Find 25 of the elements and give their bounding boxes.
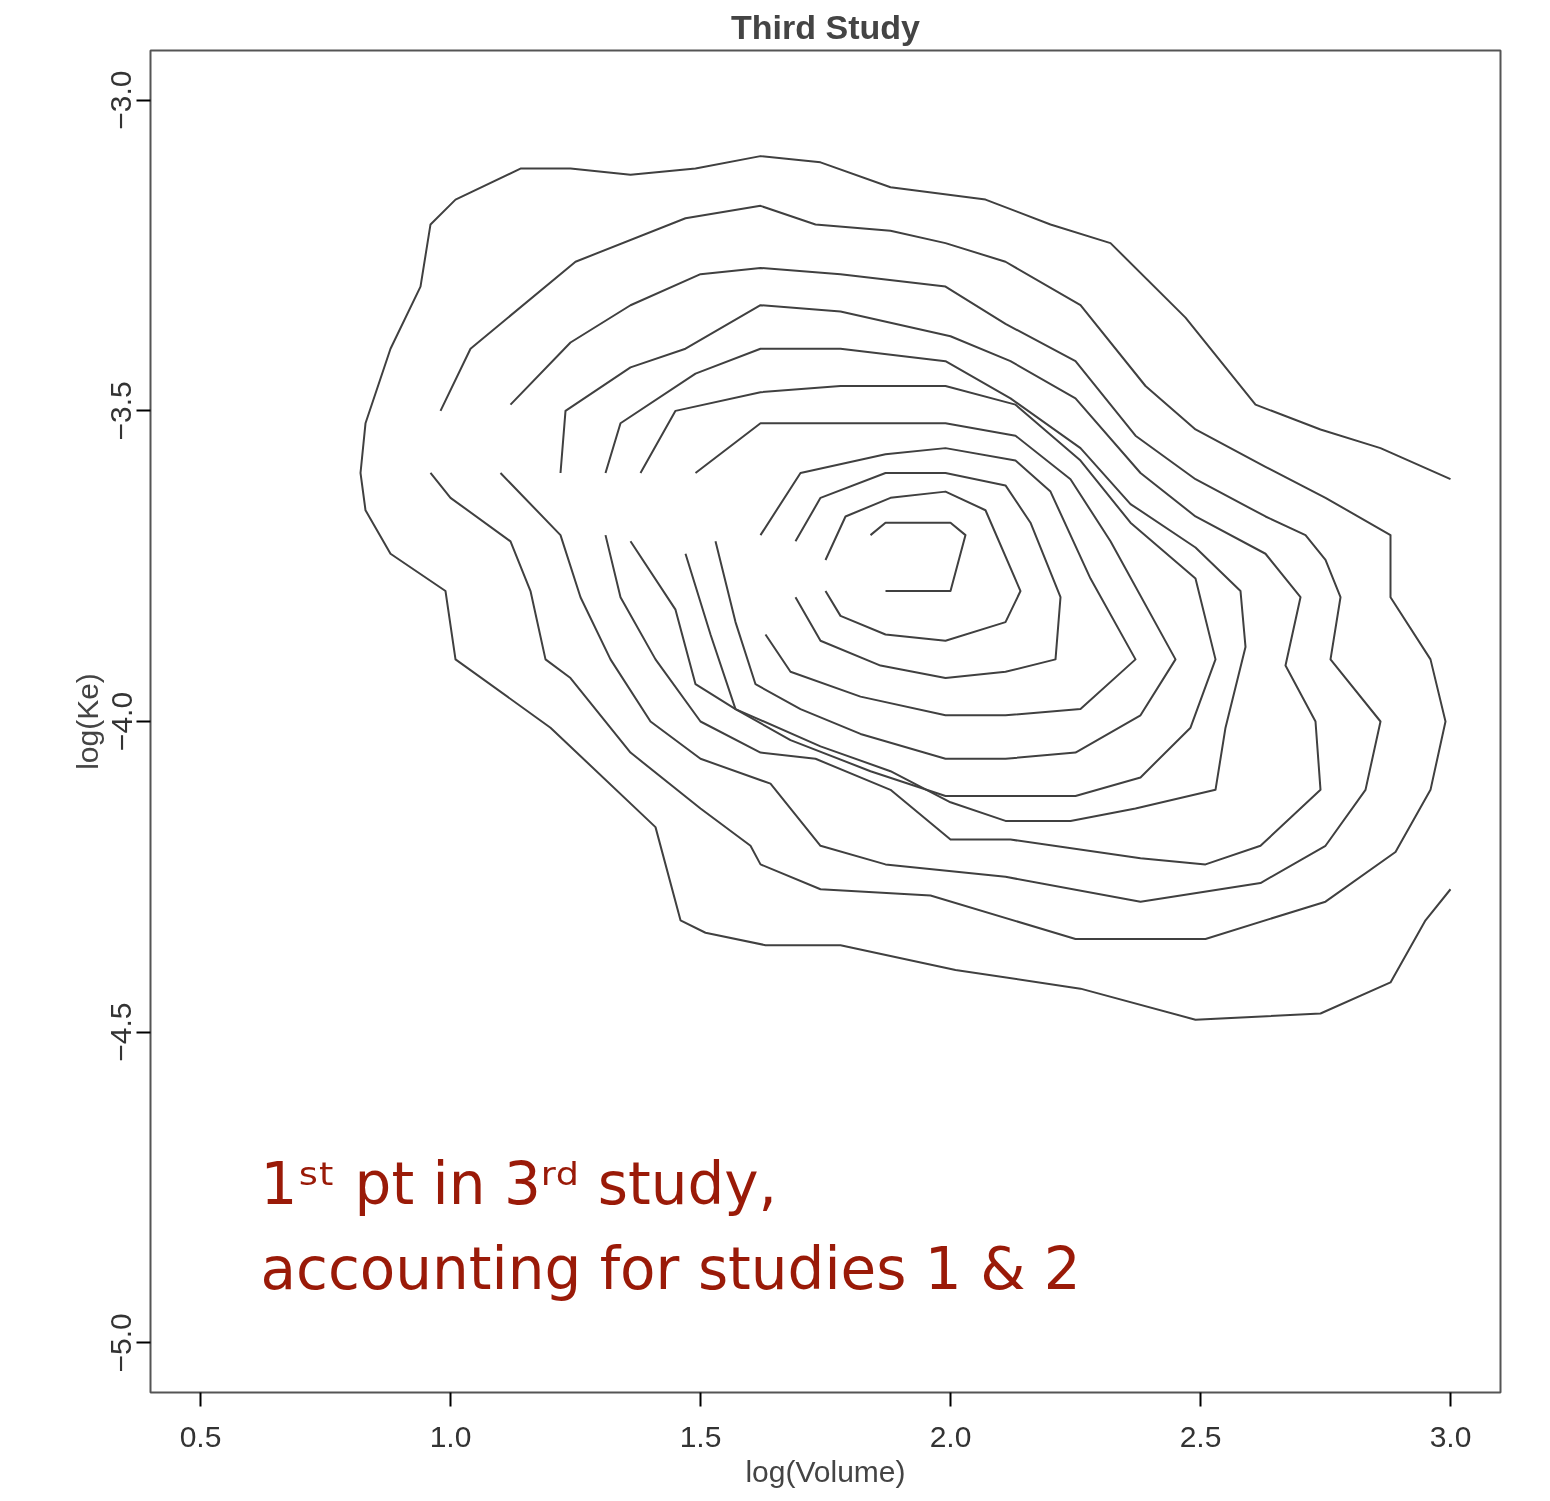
x-tick-label: 1.5: [679, 1419, 722, 1453]
y-tick-label: −5.0: [104, 1313, 138, 1373]
y-tick-label: −3.5: [104, 381, 138, 441]
line-series: [694, 422, 1177, 760]
line-series: [794, 471, 1062, 680]
x-tick-label: 3.0: [1429, 1419, 1472, 1453]
chart-title: Third Study: [731, 7, 921, 46]
line-series: [759, 447, 1137, 717]
line-series: [359, 155, 1452, 1021]
x-tick-label: 0.5: [179, 1419, 222, 1453]
annotation: 1ˢᵗ pt in 3ʳᵈ study, accounting for studies 1 & 2: [260, 1149, 1081, 1303]
line-series: [824, 490, 1022, 642]
line-series: [429, 204, 1447, 940]
line-series: [604, 347, 1247, 822]
x-axis-title: log(Volume): [745, 1454, 906, 1488]
y-tick-label: −4.5: [104, 1002, 138, 1062]
line-series: [559, 304, 1322, 866]
line-series: [639, 385, 1217, 798]
y-axis-title: log(Ke): [70, 673, 104, 770]
x-tick-label: 2.0: [929, 1419, 972, 1453]
x-tick-label: 1.0: [429, 1419, 472, 1453]
x-tick-label: 2.5: [1179, 1419, 1222, 1453]
y-tick-label: −4.0: [104, 691, 138, 752]
line-series: [499, 266, 1382, 903]
y-tick-label: −3.0: [104, 70, 138, 130]
